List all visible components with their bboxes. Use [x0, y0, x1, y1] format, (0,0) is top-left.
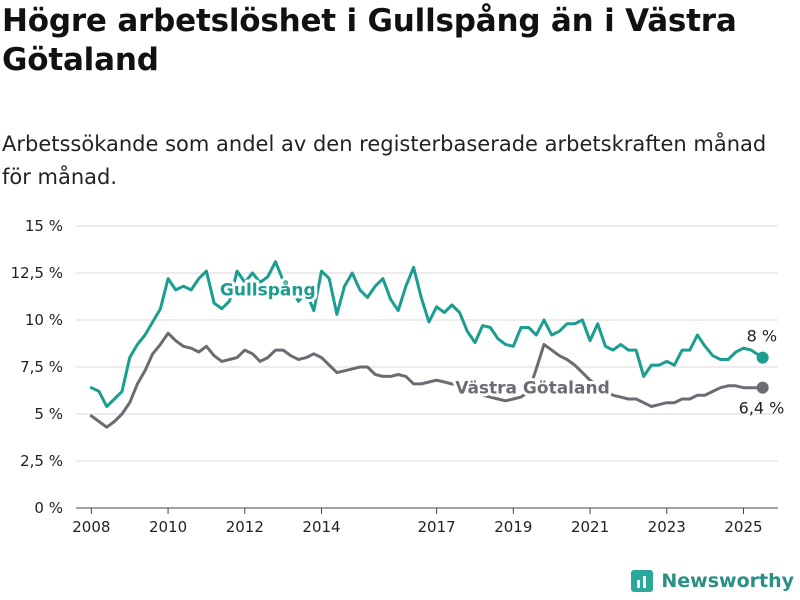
series-name-halo: Västra Götaland: [455, 378, 610, 398]
series-line-gullspang: [89, 260, 765, 408]
y-tick-label: 10 %: [25, 311, 63, 329]
series-name-halo: Gullspång: [220, 279, 316, 301]
brand-name: Newsworthy: [661, 570, 794, 592]
chart-title: Högre arbetslöshet i Gullspång än i Väst…: [2, 3, 737, 78]
y-tick-label: 12,5 %: [11, 264, 63, 282]
x-tick-label: 2008: [72, 518, 110, 536]
x-tick-label: 2019: [494, 518, 532, 536]
x-tick-label: 2025: [724, 518, 762, 536]
series-end-point: [756, 381, 769, 394]
y-tick-label: 0 %: [34, 499, 63, 517]
x-tick-label: 2010: [149, 518, 187, 536]
series-end-label: 8 %: [747, 327, 777, 346]
chart-subtitle: Arbetssökande som andel av den registerb…: [2, 132, 767, 189]
series-name-label: Västra Götaland: [455, 378, 610, 398]
series-end-point: [756, 351, 769, 364]
series-lines: [89, 260, 769, 429]
x-tick-label: 2023: [648, 518, 686, 536]
y-tick-label: 15 %: [25, 217, 63, 235]
y-tick-label: 7,5 %: [20, 358, 63, 376]
x-tick-label: 2014: [302, 518, 340, 536]
newsworthy-brand: Newsworthy: [631, 570, 794, 592]
y-tick-label: 5 %: [34, 405, 63, 423]
series-end-label: 6,4 %: [739, 399, 785, 418]
series-line-vastra-gotaland: [89, 331, 765, 429]
axes: 0 % 2,5 % 5 % 7,5 % 10 % 12,5 % 15 % 2008 2010 20…: [11, 217, 763, 536]
series-name-label: Gullspång: [220, 279, 316, 301]
x-tick-label: 2012: [226, 518, 264, 536]
bar-chart-icon: [631, 570, 654, 592]
grid-lines: [76, 225, 778, 509]
x-tick-label: 2021: [571, 518, 609, 536]
x-tick-label: 2017: [417, 518, 455, 536]
y-tick-label: 2,5 %: [20, 452, 63, 470]
